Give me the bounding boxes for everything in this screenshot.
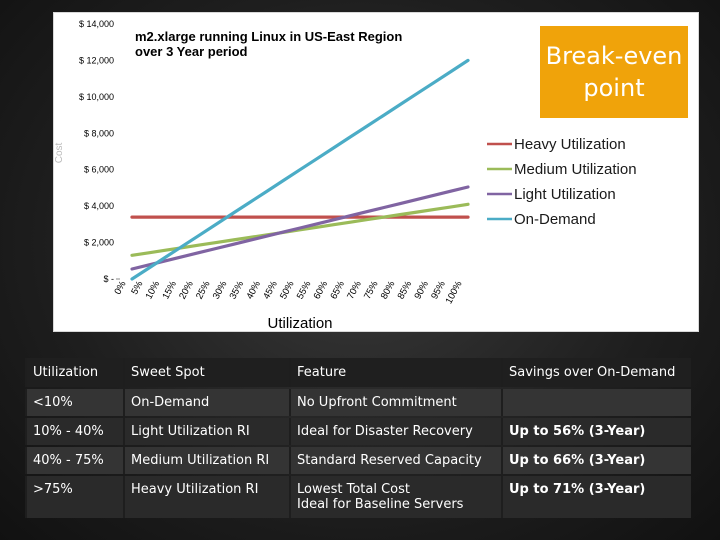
x-tick-label: 85%: [396, 279, 415, 301]
cell-savings: Up to 56% (3-Year): [501, 418, 691, 445]
x-tick-label: 40%: [244, 279, 263, 301]
table-row: >75% Heavy Utilization RI Lowest Total C…: [25, 476, 691, 518]
y-tick-label: $ 2,000: [84, 238, 114, 248]
reserved-instance-table: Utilization Sweet Spot Feature Savings o…: [25, 356, 691, 520]
y-tick-label: $ 4,000: [84, 201, 114, 211]
cell-feature: Ideal for Disaster Recovery: [289, 418, 501, 445]
cell-utilization: >75%: [25, 476, 123, 518]
x-tick-label: 35%: [228, 279, 247, 301]
column-header-sweet-spot: Sweet Spot: [123, 358, 289, 387]
table-header-row: Utilization Sweet Spot Feature Savings o…: [25, 358, 691, 387]
legend-label: Heavy Utilization: [514, 136, 626, 153]
y-tick-label: $ 14,000: [79, 19, 114, 29]
break-even-callout: Break-even point: [540, 26, 688, 118]
series-line-light-utilization: [130, 185, 470, 271]
cell-savings: Up to 71% (3-Year): [501, 476, 691, 518]
table-row: 10% - 40% Light Utilization RI Ideal for…: [25, 418, 691, 445]
y-tick-label: $ -: [103, 274, 114, 284]
y-axis-label: Cost: [54, 142, 65, 163]
cell-sweet-spot: Medium Utilization RI: [123, 447, 289, 474]
x-tick-label: 90%: [412, 279, 431, 301]
x-tick-label: 65%: [328, 279, 347, 301]
x-axis-label: Utilization: [267, 315, 332, 331]
cell-feature: No Upfront Commitment: [289, 389, 501, 416]
cell-utilization: 40% - 75%: [25, 447, 123, 474]
series-line-on-demand: [130, 58, 470, 281]
callout-line-1: Break-even: [545, 42, 683, 70]
callout-line-2: point: [583, 74, 645, 102]
chart-title-line: over 3 Year period: [135, 44, 248, 59]
column-header-utilization: Utilization: [25, 358, 123, 387]
cell-utilization: <10%: [25, 389, 123, 416]
x-tick-label: 60%: [312, 279, 331, 301]
x-tick-label: 30%: [211, 279, 230, 301]
x-tick-label: 5%: [129, 279, 145, 297]
table-row: 40% - 75% Medium Utilization RI Standard…: [25, 447, 691, 474]
cell-savings: [501, 389, 691, 416]
series-line-medium-utilization: [130, 202, 470, 257]
y-tick-label: $ 10,000: [79, 92, 114, 102]
x-tick-label: 15%: [160, 279, 179, 301]
chart-title-line: m2.xlarge running Linux in US-East Regio…: [135, 29, 402, 44]
cell-savings: Up to 66% (3-Year): [501, 447, 691, 474]
x-tick-label: 0%: [112, 279, 128, 297]
cell-feature: Lowest Total Cost Ideal for Baseline Ser…: [289, 476, 501, 518]
legend-label: On-Demand: [514, 211, 596, 228]
y-tick-label: $ 6,000: [84, 165, 114, 175]
x-tick-label: 80%: [379, 279, 398, 301]
column-header-savings: Savings over On-Demand: [501, 358, 691, 387]
y-tick-label: $ 8,000: [84, 128, 114, 138]
x-tick-label: 70%: [345, 279, 364, 301]
x-tick-label: 20%: [177, 279, 196, 301]
legend-label: Light Utilization: [514, 186, 616, 203]
cell-sweet-spot: On-Demand: [123, 389, 289, 416]
x-tick-label: 55%: [295, 279, 314, 301]
x-tick-label: 10%: [144, 279, 163, 301]
x-tick-label: 100%: [444, 279, 465, 306]
cell-sweet-spot: Heavy Utilization RI: [123, 476, 289, 518]
cell-feature: Standard Reserved Capacity: [289, 447, 501, 474]
y-tick-label: $ 12,000: [79, 55, 114, 65]
table-row: <10% On-Demand No Upfront Commitment: [25, 389, 691, 416]
cell-sweet-spot: Light Utilization RI: [123, 418, 289, 445]
column-header-feature: Feature: [289, 358, 501, 387]
x-tick-label: 45%: [261, 279, 280, 301]
x-tick-label: 25%: [194, 279, 213, 301]
cost-chart: $ - $ 2,000 $ 4,000 $ 6,000 $ 8,000 $ 10,000 $…: [54, 19, 637, 331]
x-tick-label: 50%: [278, 279, 297, 301]
legend-label: Medium Utilization: [514, 161, 637, 178]
x-tick-label: 75%: [362, 279, 381, 301]
cell-utilization: 10% - 40%: [25, 418, 123, 445]
